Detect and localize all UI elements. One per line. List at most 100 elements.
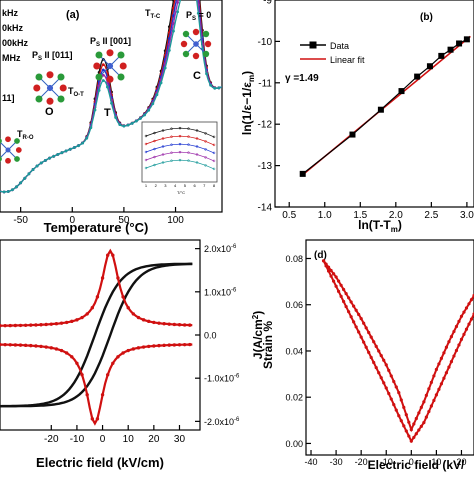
panel-b-xtick-label: 0.5 (282, 210, 296, 221)
panel-d-strain-point (380, 354, 383, 357)
panel-c-ytick-label: -1.0x10-6 (204, 374, 240, 384)
panel-a-point (172, 30, 175, 33)
panel-d-strain-point (415, 432, 418, 435)
panel-c-current-point (142, 318, 145, 321)
panel-d-strain-point (337, 290, 340, 293)
panel-d-strain-point (375, 345, 378, 348)
panel-a-point (44, 159, 47, 162)
panel-c-current-point (14, 324, 17, 327)
crystal-atom (95, 51, 102, 58)
legend-a-4: MHz (2, 53, 21, 63)
panel-a-point (106, 86, 109, 89)
panel-d-strain-point (342, 288, 345, 291)
panel-b-data-point (427, 63, 433, 69)
panel-d-strain-point (430, 404, 433, 407)
crystal-atom (183, 31, 189, 37)
panel-d-strain-point (340, 284, 343, 287)
panel-d-strain-point (367, 351, 370, 354)
panel-d-xlabel: Electric field (kV/ (368, 458, 465, 472)
panel-b-ytick-label: -9 (263, 0, 272, 7)
panel-d-strain-point (347, 296, 350, 299)
panel-b-xtick-label: 2.5 (424, 210, 438, 221)
panel-d-strain-point (345, 292, 348, 295)
panel-c-loop-up (0, 264, 192, 406)
panel-a-point (48, 157, 51, 160)
crystal-t (93, 49, 126, 82)
panel-b-data-point (464, 36, 470, 42)
panel-c-ytick-label: 2.0x10-6 (204, 244, 237, 254)
panel-c-current-point (188, 323, 191, 326)
crystal-atom (183, 51, 189, 57)
panel-b-data-point (456, 40, 462, 46)
panel-c-current-point (188, 343, 191, 346)
panel-a-point (164, 67, 167, 70)
panel-c-current-point (127, 349, 130, 352)
panel-d-strain-point (332, 280, 335, 283)
panel-c-current-point (14, 343, 17, 346)
panel-c-xtick-label: -10 (70, 434, 85, 445)
panel-c-current-point (162, 344, 165, 347)
panel-d-strain-point (467, 323, 470, 326)
panel-c-current-point (29, 344, 32, 347)
phase-label-r-partial: 11] (2, 93, 15, 103)
panel-d-strain-point (405, 413, 408, 416)
inset-xlabel: T/°C (177, 190, 185, 195)
crystal-center-atom (107, 63, 113, 69)
panel-d-strain-point (470, 317, 473, 320)
panel-d-strain-point (465, 328, 468, 331)
panel-c-current-point (157, 344, 160, 347)
panel-d-strain-point (355, 309, 358, 312)
panel-d-strain-point (357, 313, 360, 316)
panel-d-strain-point (372, 361, 375, 364)
inset-xtick-label: 7 (203, 183, 206, 188)
panel-a-point (131, 122, 134, 125)
crystal-atom (193, 29, 199, 35)
panel-c-current-point (75, 362, 78, 365)
panel-c-current-point (152, 321, 155, 324)
inset-xtick-label: 8 (213, 183, 216, 188)
panel-c-current-point (55, 322, 58, 325)
panel-c-current-point (178, 323, 181, 326)
panel-c-current-point (183, 323, 186, 326)
crystal-atom (60, 84, 67, 91)
panel-d-ytick-label: 0.00 (285, 439, 303, 449)
panel-a-point (102, 79, 105, 82)
crystal-center-atom (47, 85, 53, 91)
crystal-r (0, 136, 22, 163)
panel-d-strain-point (435, 368, 438, 371)
panel-a-point (114, 116, 117, 119)
panel-c-current-point (44, 345, 47, 348)
panel-d-strain-point (415, 417, 418, 420)
panel-d-strain-point (445, 371, 448, 374)
transition-t-c: TT-C (145, 8, 161, 20)
panel-a-point (40, 162, 43, 165)
panel-c-current-point (24, 344, 27, 347)
crystal-atom (120, 62, 127, 69)
legend-b-data: Data (330, 41, 349, 51)
panel-a-point (127, 124, 130, 127)
panel-c-current-point (152, 344, 155, 347)
panel-d-strain-point (329, 274, 332, 277)
phase-label-t: PS II [001] (90, 36, 131, 48)
panel-a-point (32, 168, 35, 171)
panel-d-strain-point (420, 425, 423, 428)
panel-c-ytick-label: 0.0 (204, 331, 217, 341)
panel-a-point (102, 69, 105, 72)
panel-d-strain-point (432, 399, 435, 402)
crystal-atom (93, 62, 100, 69)
panel-c-current-point (34, 323, 37, 326)
crystal-center-atom (5, 147, 10, 152)
crystal-atom (193, 53, 199, 59)
panel-a-point (118, 123, 121, 126)
panel-d-strain-point (395, 409, 398, 412)
panel-a-label: (a) (66, 9, 80, 21)
panel-d-strain-point (392, 403, 395, 406)
panel-b-ytick-label: -13 (258, 161, 273, 172)
panel-c-current-point (106, 254, 109, 257)
panel-d-strain-point (322, 259, 325, 262)
inset-xtick-label: 4 (174, 183, 177, 188)
panel-d-strain-point (337, 280, 340, 283)
panel-a-point (209, 84, 212, 87)
